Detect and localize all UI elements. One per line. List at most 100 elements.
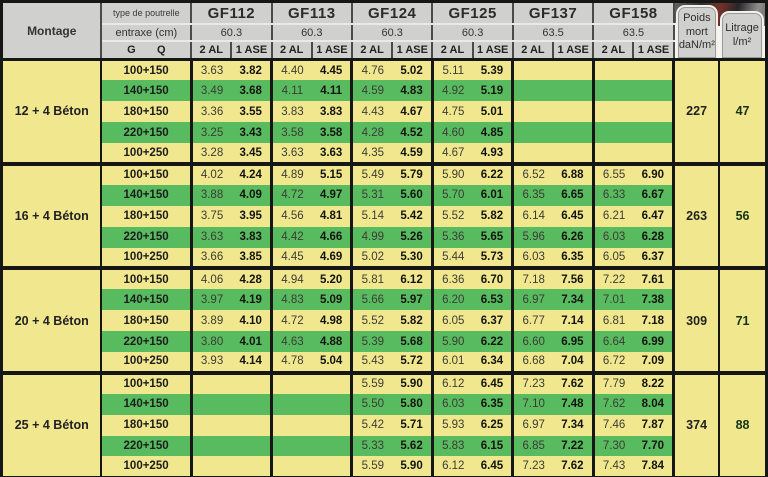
span-value-2al <box>511 122 554 144</box>
span-value-1ase: 5.82 <box>472 205 513 227</box>
span-value-2al: 5.11 <box>430 59 473 81</box>
load-case-2al-header: 2 AL <box>350 39 394 61</box>
table-header: Montage type de poutrelle GF112 GF113 GF124 G… <box>0 0 767 61</box>
span-value-2al: 4.92 <box>430 80 473 102</box>
span-value-1ase: 4.24 <box>231 161 272 185</box>
table-body: 12 + 4 Béton 100+150 3.63 3.82 4.40 4.45 4.76 5… <box>1 59 767 477</box>
span-value-2al: 5.33 <box>350 435 393 457</box>
gq-row-label: 100+150 <box>101 266 193 290</box>
span-value-2al: 4.35 <box>350 143 393 164</box>
span-value-1ase: 3.55 <box>231 101 272 123</box>
span-value-2al: 5.66 <box>350 289 393 311</box>
span-value-2al: 4.89 <box>270 161 312 185</box>
span-value-2al: 5.90 <box>430 161 473 185</box>
span-value-2al <box>511 143 554 164</box>
litrage-value: 56 <box>719 161 767 269</box>
poids-mort-header-tab: Poids mort daN/m² <box>675 5 719 57</box>
span-value-2al: 4.99 <box>350 226 393 248</box>
span-value-2al: 6.85 <box>511 435 554 457</box>
table-row: 100+250 5.59 5.90 6.12 6.45 7.23 7.62 7.43 7.84 <box>2 456 767 477</box>
span-value-2al: 6.01 <box>430 351 473 373</box>
span-value-1ase: 6.12 <box>392 266 433 290</box>
type-de-poutrelle-header: type de poutrelle <box>100 0 193 26</box>
span-value-1ase: 5.72 <box>392 351 433 373</box>
litrage-header: Litrage l/m² <box>719 1 767 61</box>
span-value-2al: 4.11 <box>270 80 312 102</box>
span-value-2al: 6.97 <box>511 414 554 436</box>
span-value-1ase: 5.15 <box>311 161 352 185</box>
gq-row-label: 220+150 <box>101 435 193 457</box>
table-row: 220+150 5.33 5.62 5.83 6.15 6.85 7.22 7.30 7.70 <box>2 435 767 457</box>
montage-header: Montage <box>0 0 103 61</box>
span-value-2al: 3.63 <box>270 143 312 164</box>
span-value-1ase: 4.98 <box>311 310 352 332</box>
span-value-1ase: 6.35 <box>553 247 594 269</box>
gq-row-label: 140+150 <box>101 80 193 102</box>
span-value-1ase <box>553 59 594 81</box>
table-row: 140+150 3.97 4.19 4.83 5.09 5.66 5.97 6.20 6.53 6… <box>2 289 767 311</box>
span-value-1ase: 6.90 <box>633 161 674 185</box>
span-value-1ase: 5.90 <box>392 370 433 394</box>
span-value-2al: 4.42 <box>270 226 312 248</box>
span-value-2al: 5.52 <box>430 205 473 227</box>
span-value-2al: 5.59 <box>350 456 393 477</box>
span-value-1ase: 7.48 <box>553 393 594 415</box>
span-value-2al <box>189 414 232 436</box>
montage-label: 16 + 4 Béton <box>1 161 103 269</box>
table-row: 12 + 4 Béton 100+150 3.63 3.82 4.40 4.45 4.76 5… <box>1 59 767 164</box>
span-value-1ase: 3.95 <box>231 205 272 227</box>
span-value-2al: 6.03 <box>430 393 473 415</box>
span-value-2al: 4.28 <box>350 122 393 144</box>
entraxe-value: 60.3 <box>190 23 273 42</box>
span-value-1ase: 5.68 <box>392 331 433 352</box>
span-value-2al: 3.58 <box>270 122 312 144</box>
span-value-2al: 4.56 <box>270 205 312 227</box>
span-value-2al: 5.81 <box>350 266 393 290</box>
span-value-1ase: 5.02 <box>392 59 433 81</box>
span-value-2al <box>270 456 312 477</box>
gq-row-label: 140+150 <box>101 393 193 415</box>
span-value-2al: 4.45 <box>270 247 312 269</box>
load-case-2al-header: 2 AL <box>511 39 555 61</box>
span-value-1ase: 4.83 <box>392 80 433 102</box>
span-value-1ase: 8.04 <box>633 393 674 415</box>
span-value-1ase: 4.11 <box>311 80 352 102</box>
table-row: 140+150 5.50 5.80 6.03 6.35 7.10 7.48 7.62 8.04 <box>2 393 767 415</box>
span-value-1ase: 6.37 <box>472 310 513 332</box>
span-value-2al: 4.72 <box>270 184 312 206</box>
span-value-1ase: 6.67 <box>633 184 674 206</box>
span-value-1ase <box>553 80 594 102</box>
span-value-2al: 6.97 <box>511 289 554 311</box>
gq-row-label: 100+250 <box>101 456 193 477</box>
gq-row-label: 100+250 <box>101 351 193 373</box>
beam-type-header: GF125 <box>431 0 514 26</box>
span-value-2al: 6.68 <box>511 351 554 373</box>
span-value-2al <box>189 456 232 477</box>
span-value-2al: 5.36 <box>430 226 473 248</box>
entraxe-value: 60.3 <box>270 23 353 42</box>
gq-row-label: 100+150 <box>101 370 193 394</box>
span-value-2al: 5.59 <box>350 370 393 394</box>
span-value-1ase: 6.70 <box>472 266 513 290</box>
table-row: 220+150 3.80 4.01 4.63 4.88 5.39 5.68 5.90 6.22 6… <box>2 331 767 352</box>
poids-mort-header: Poids mort daN/m² <box>673 1 720 61</box>
span-value-2al: 6.20 <box>430 289 473 311</box>
span-value-1ase <box>633 101 674 123</box>
span-value-2al: 5.52 <box>350 310 393 332</box>
table-row: 100+250 3.28 3.45 3.63 3.63 4.35 4.59 4.67 4.93 <box>2 143 767 164</box>
table-row: 180+150 3.36 3.55 3.83 3.83 4.43 4.67 4.75 5.01 <box>2 101 767 123</box>
span-value-1ase <box>231 370 272 394</box>
table-row: 25 + 4 Béton 100+150 5.59 5.90 6.12 6.45 7.23 7… <box>1 370 767 477</box>
span-value-2al: 5.83 <box>430 435 473 457</box>
span-value-2al: 4.76 <box>350 59 393 81</box>
load-case-1ase-header: 1 ASE <box>310 39 353 61</box>
litrage-value: 47 <box>719 59 767 164</box>
span-value-1ase: 4.81 <box>311 205 352 227</box>
span-value-2al: 5.93 <box>430 414 473 436</box>
span-value-2al: 5.70 <box>430 184 473 206</box>
span-value-1ase <box>311 456 352 477</box>
span-value-1ase: 4.67 <box>392 101 433 123</box>
span-value-1ase: 4.52 <box>392 122 433 144</box>
gq-row-label: 100+250 <box>101 247 193 269</box>
span-value-1ase <box>311 370 352 394</box>
